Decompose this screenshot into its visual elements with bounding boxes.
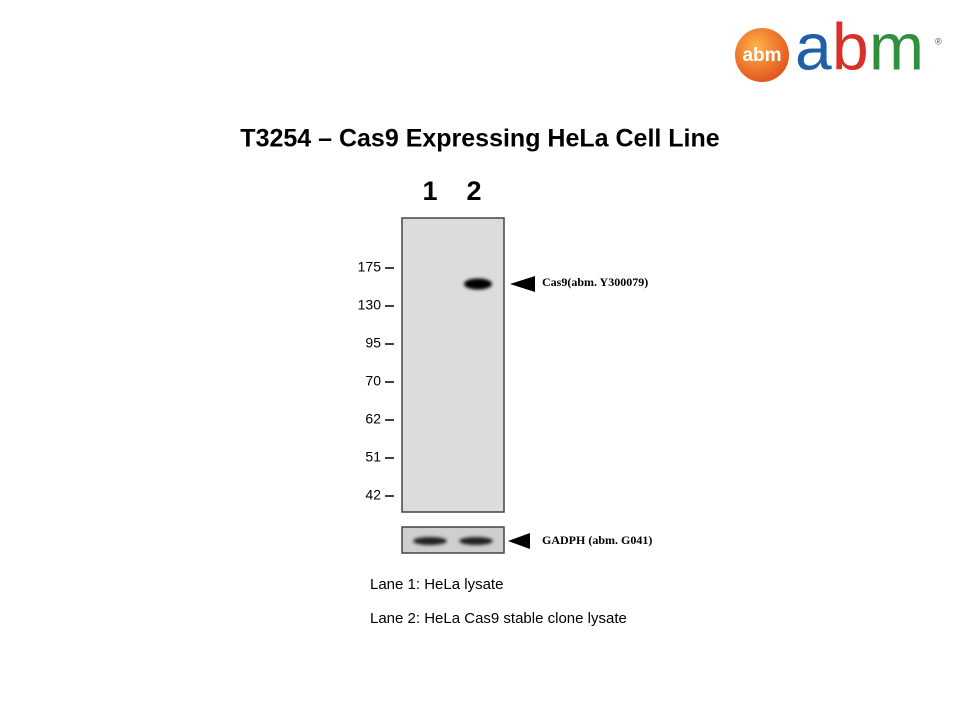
marker-label: 95 (365, 335, 381, 351)
logo-mark: ® (935, 36, 942, 46)
logo-letter: b (832, 9, 869, 83)
legend-line: Lane 1: HeLa lysate (370, 576, 503, 593)
arrow (510, 276, 535, 292)
blot-main (401, 217, 505, 513)
band (464, 278, 492, 290)
logo-letter: m (869, 9, 924, 83)
arrow (508, 533, 530, 549)
marker-label: 70 (365, 373, 381, 389)
logo: abm a b m ® (735, 9, 942, 83)
marker-label: 175 (358, 259, 382, 275)
band-label: Cas9(abm. Y300079) (542, 275, 648, 289)
band-label: GADPH (abm. G041) (542, 533, 652, 547)
logo-badge (735, 28, 789, 82)
marker-label: 130 (358, 297, 382, 313)
marker-label: 51 (365, 449, 381, 465)
legend-line: Lane 2: HeLa Cas9 stable clone lysate (370, 610, 627, 627)
lane-label: 1 (422, 176, 437, 206)
logo-badge-text: abm (742, 45, 781, 66)
marker-label: 62 (365, 411, 381, 427)
lane-label: 2 (466, 176, 481, 206)
band (413, 537, 447, 545)
band (459, 537, 493, 545)
logo-letter: a (795, 9, 832, 83)
title: T3254 – Cas9 Expressing HeLa Cell Line (240, 125, 719, 153)
marker-label: 42 (365, 487, 381, 503)
